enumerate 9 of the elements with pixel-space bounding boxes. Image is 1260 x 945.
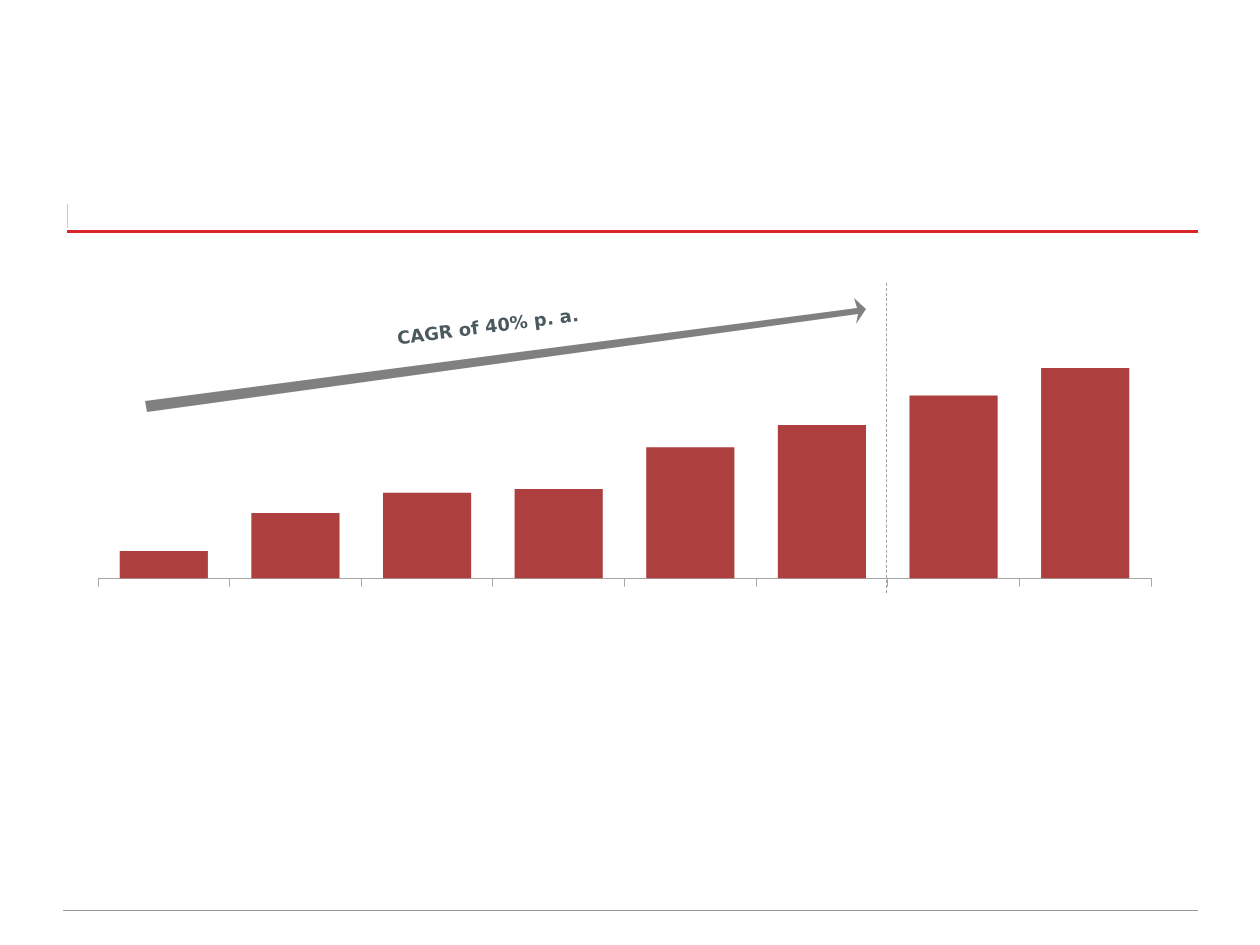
bar xyxy=(777,425,867,579)
bar xyxy=(382,492,472,579)
text: CAGR of 40% p. a. xyxy=(395,304,580,349)
bar xyxy=(119,551,208,579)
bar xyxy=(909,395,998,579)
bar xyxy=(646,447,735,579)
bar xyxy=(514,489,603,579)
bar xyxy=(251,512,340,579)
bar xyxy=(1041,367,1130,579)
